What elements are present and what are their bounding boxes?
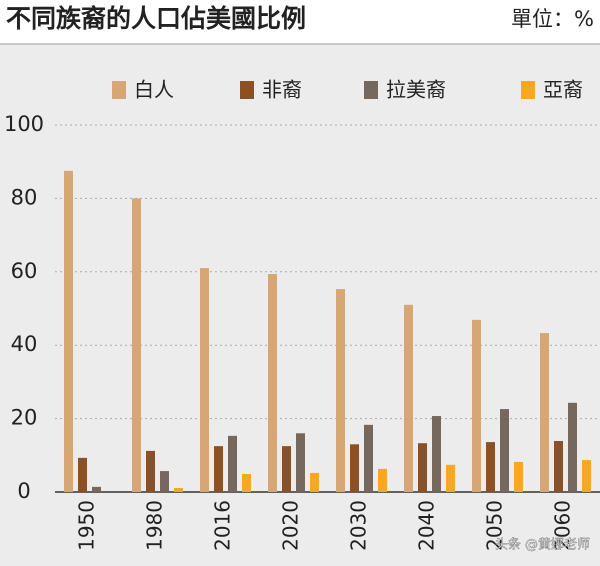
legend-swatch — [240, 81, 254, 99]
bar — [432, 416, 441, 492]
x-tick-label: 2020 — [279, 500, 303, 551]
bar — [228, 435, 237, 492]
bar — [364, 424, 373, 492]
x-tick-label: 2016 — [211, 500, 235, 551]
x-tick-label: 2040 — [415, 500, 439, 551]
x-tick-label: 2060 — [551, 500, 575, 551]
bar — [486, 442, 495, 492]
bar — [174, 487, 183, 492]
bar — [540, 333, 549, 492]
bar — [568, 402, 577, 492]
bar — [582, 460, 591, 492]
y-tick-label: 60 — [11, 259, 38, 283]
bar — [472, 319, 481, 492]
bar — [200, 268, 209, 492]
legend-label: 亞裔 — [543, 78, 583, 102]
bar — [404, 304, 413, 492]
bar — [78, 457, 87, 492]
x-tick-label: 1950 — [75, 500, 99, 551]
bar — [500, 409, 509, 492]
bar — [554, 440, 563, 492]
y-tick-label: 100 — [4, 112, 44, 136]
y-tick-label: 0 — [17, 479, 30, 503]
y-tick-label: 80 — [11, 185, 38, 209]
legend-label: 白人 — [134, 78, 174, 102]
bar — [418, 443, 427, 492]
bar — [350, 444, 359, 492]
x-tick-label: 2050 — [483, 500, 507, 551]
chart-title: 不同族裔的人口佔美國比例 — [6, 4, 306, 33]
legend-swatch — [521, 81, 535, 99]
bar — [514, 461, 523, 492]
bar — [446, 464, 455, 492]
y-tick-label: 20 — [11, 406, 38, 430]
bar — [160, 471, 169, 492]
bar — [310, 472, 319, 492]
bar — [268, 274, 277, 492]
x-tick-label: 2030 — [347, 500, 371, 551]
bar — [242, 474, 251, 492]
watermark: 头条 @黄娜老师 — [495, 537, 590, 553]
legend-label: 非裔 — [262, 78, 302, 102]
bar — [296, 433, 305, 492]
x-tick-label: 1980 — [143, 500, 167, 551]
bar — [378, 468, 387, 492]
bar — [146, 450, 155, 492]
bar — [336, 289, 345, 492]
bar — [214, 446, 223, 492]
legend-swatch — [112, 81, 126, 99]
bar — [64, 170, 73, 492]
legend-label: 拉美裔 — [386, 78, 446, 102]
unit-label: 單位：% — [511, 7, 594, 31]
bar — [92, 486, 101, 492]
legend-swatch — [364, 81, 378, 99]
bar — [282, 446, 291, 492]
bar — [132, 198, 141, 492]
y-tick-label: 40 — [11, 332, 38, 356]
